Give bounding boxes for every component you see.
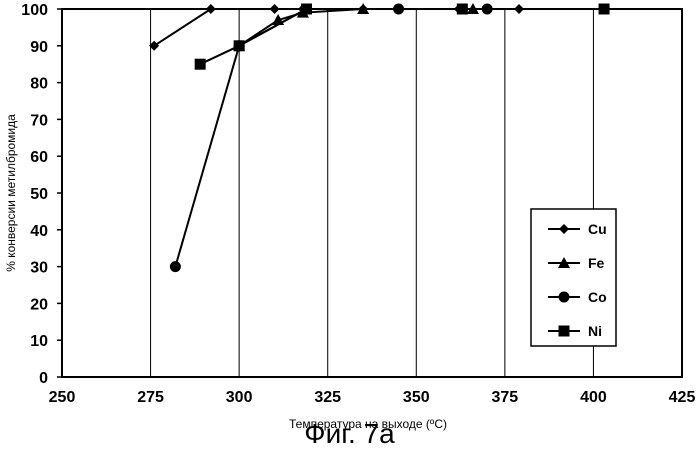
legend-label: Co [588, 289, 607, 305]
x-tick-label: 425 [669, 389, 696, 406]
data-point-diamond [149, 40, 160, 51]
legend-item-cu: Cu [548, 221, 607, 237]
y-tick-label: 40 [30, 223, 48, 240]
x-axis-title: Температура на выходе (ºС) [289, 417, 447, 431]
x-tick-label: 250 [49, 389, 76, 406]
series-fe [233, 3, 479, 51]
legend-label: Cu [588, 221, 607, 237]
series-line-ni [199, 8, 605, 66]
figure-caption: Фиг. 7а [304, 418, 395, 449]
data-point-diamond [205, 4, 216, 14]
data-point-square [598, 3, 610, 15]
legend-box [530, 208, 617, 347]
data-point-square [300, 3, 312, 15]
x-tick-label: 375 [492, 389, 519, 406]
y-tick-label: 20 [30, 296, 48, 313]
y-tick-label: 60 [30, 149, 48, 166]
legend-label: Fe [588, 255, 605, 271]
x-tick-label: 400 [580, 389, 607, 406]
y-tick-label: 30 [30, 260, 48, 277]
y-tick-label: 70 [30, 112, 48, 129]
data-point-square [194, 58, 206, 70]
y-tick-label: 10 [30, 333, 48, 350]
y-tick-label: 100 [21, 2, 48, 19]
data-point-square [456, 3, 468, 15]
legend: Cu Fe Co Ni [530, 208, 617, 347]
y-axis-title: % конверсии метилбромида [4, 114, 18, 272]
series-layer [149, 3, 610, 273]
x-tick-label: 300 [226, 389, 253, 406]
legend-item-co: Co [548, 289, 607, 305]
y-tick-label: 0 [39, 370, 48, 387]
legend-item-ni: Ni [548, 323, 602, 339]
series-line-cu [153, 8, 605, 47]
y-tick-label: 90 [30, 39, 48, 56]
data-point-triangle [558, 257, 570, 268]
x-tick-label: 275 [137, 389, 164, 406]
data-point-diamond [269, 4, 280, 14]
data-point-square [233, 40, 245, 52]
data-point-square [558, 325, 570, 337]
legend-item-fe: Fe [548, 255, 605, 271]
series-co [169, 3, 493, 273]
grid-lines [150, 9, 594, 377]
series-ni [194, 3, 610, 70]
legend-label: Ni [588, 323, 602, 339]
x-tick-label: 350 [403, 389, 430, 406]
x-tick-labels: 250 275 300 325 350 375 400 425 [49, 389, 696, 406]
data-point-diamond [559, 224, 569, 234]
y-tick-label: 80 [30, 76, 48, 93]
data-point-circle [558, 291, 570, 303]
series-line-co [174, 8, 488, 267]
x-tick-label: 325 [314, 389, 341, 406]
data-point-circle [169, 261, 181, 273]
series-cu [149, 4, 610, 51]
y-tick-label: 50 [30, 186, 48, 203]
y-tick-labels: 0 10 20 30 40 50 60 70 80 90 100 [21, 2, 62, 387]
